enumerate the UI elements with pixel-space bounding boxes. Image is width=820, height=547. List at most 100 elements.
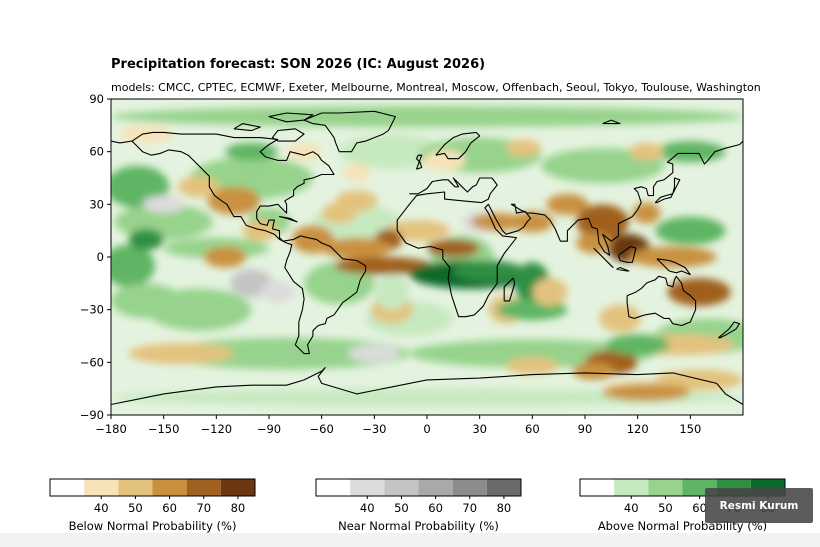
anomaly-patch — [321, 202, 357, 224]
anomaly-patch — [532, 278, 568, 307]
x-tick-label: 150 — [679, 422, 701, 436]
anomaly-patch — [655, 216, 726, 245]
coastline — [278, 216, 298, 223]
colorbar-segment — [384, 479, 419, 496]
forecast-field — [111, 99, 743, 415]
colorbar-frame — [315, 478, 522, 497]
anomaly-patch — [599, 304, 642, 333]
colorbar-tick-label: 40 — [360, 501, 375, 515]
coastline — [654, 177, 681, 204]
colorbar-tick-label: 70 — [462, 501, 477, 515]
x-tick-label: −180 — [95, 422, 127, 436]
colorbar-frame — [49, 478, 256, 497]
colorbar-segment — [152, 479, 187, 496]
watermark-badge: Resmi Kurum — [705, 488, 813, 523]
coastline — [718, 321, 741, 339]
y-tick-label: 0 — [97, 250, 104, 264]
coastline — [111, 367, 743, 406]
y-tick-label: 30 — [89, 197, 104, 211]
colorbar-tick-label: 80 — [231, 501, 246, 515]
colorbar-segment — [50, 479, 85, 496]
anomaly-patch — [111, 388, 743, 407]
anomaly-patch — [128, 343, 234, 365]
anomaly-patch — [506, 139, 542, 157]
colorbar-label: Below Normal Probability (%) — [68, 519, 237, 533]
colorbar-segment — [316, 479, 351, 496]
anomaly-patch — [128, 228, 164, 250]
anomaly-patch — [546, 193, 589, 215]
colorbar-segment — [418, 479, 453, 496]
colorbar-frame — [579, 478, 786, 497]
x-tick-label: 60 — [525, 422, 540, 436]
x-tick-label: 30 — [472, 422, 487, 436]
anomaly-patch — [348, 344, 401, 363]
map-title: Precipitation forecast: SON 2026 (IC: Au… — [111, 57, 486, 72]
anomaly-patch — [655, 141, 726, 163]
anomaly-patch — [163, 337, 410, 370]
colorbar-tick-label: 60 — [162, 501, 177, 515]
coastline — [435, 131, 481, 160]
anomaly-patch — [142, 195, 185, 214]
anomaly-patch — [632, 202, 661, 224]
colorbar-segment — [350, 479, 385, 496]
anomaly-patch — [628, 246, 717, 268]
x-tick-label: −60 — [310, 422, 334, 436]
anomaly-patch — [119, 125, 173, 143]
colorbar-tick-label: 50 — [128, 501, 143, 515]
colorbar-segment — [486, 479, 521, 496]
colorbar-tick-label: 40 — [624, 501, 639, 515]
anomaly-patch — [204, 246, 247, 268]
anomaly-patch — [511, 211, 554, 233]
colorbar-segment — [118, 479, 153, 496]
anomaly-patch — [423, 149, 466, 171]
x-tick-label: 90 — [578, 422, 593, 436]
x-tick-label: 120 — [627, 422, 649, 436]
map-subtitle: models: CMCC, CPTEC, ECMWF, Exeter, Melb… — [111, 81, 761, 94]
colorbar-tick-label: 60 — [428, 501, 443, 515]
y-tick-label: 60 — [89, 145, 104, 159]
anomaly-patch — [453, 260, 524, 282]
colorbar-tick-label: 50 — [658, 501, 673, 515]
colorbar-tick-label: 60 — [692, 501, 707, 515]
coastline — [111, 131, 367, 355]
x-tick-label: −90 — [257, 422, 281, 436]
anomaly-patch — [572, 362, 615, 380]
anomaly-patch — [111, 106, 743, 128]
colorbar-tick-label: 80 — [497, 501, 512, 515]
anomaly-patch — [667, 278, 731, 307]
coastline — [303, 110, 396, 153]
colorbars: 405060708040506070804050607080 — [49, 478, 786, 515]
anomaly-patch — [111, 244, 155, 287]
coastline — [233, 123, 261, 132]
colorbar-label: Near Normal Probability (%) — [338, 519, 499, 533]
anomaly-patch — [146, 288, 252, 331]
anomaly-patch — [628, 142, 664, 161]
anomaly-patch — [260, 281, 296, 303]
colorbar-segment — [614, 479, 649, 496]
coastline — [617, 245, 637, 263]
coastline — [626, 275, 697, 327]
coastline — [593, 247, 614, 269]
coastline — [503, 277, 516, 302]
coastline — [656, 258, 691, 276]
y-tick-label: 90 — [89, 92, 104, 106]
x-tick-label: −30 — [362, 422, 386, 436]
coastline — [396, 140, 743, 318]
colorbar-segment — [648, 479, 683, 496]
anomaly-patch — [374, 274, 410, 310]
colorbar-segment — [84, 479, 119, 496]
colorbar-segment — [452, 479, 487, 496]
colorbar-segment — [580, 479, 615, 496]
y-tick-label: −90 — [80, 408, 104, 422]
anomaly-patch — [242, 220, 278, 242]
colorbar-segment — [186, 479, 221, 496]
coastline — [271, 128, 305, 142]
anomaly-patch — [386, 220, 450, 242]
coastline — [602, 119, 621, 125]
colorbar-tick-label: 70 — [196, 501, 211, 515]
x-tick-label: 0 — [423, 422, 430, 436]
coastline — [268, 112, 314, 123]
anomaly-patch — [286, 142, 322, 161]
colorbar-segment — [220, 479, 255, 496]
y-tick-label: −60 — [80, 355, 104, 369]
